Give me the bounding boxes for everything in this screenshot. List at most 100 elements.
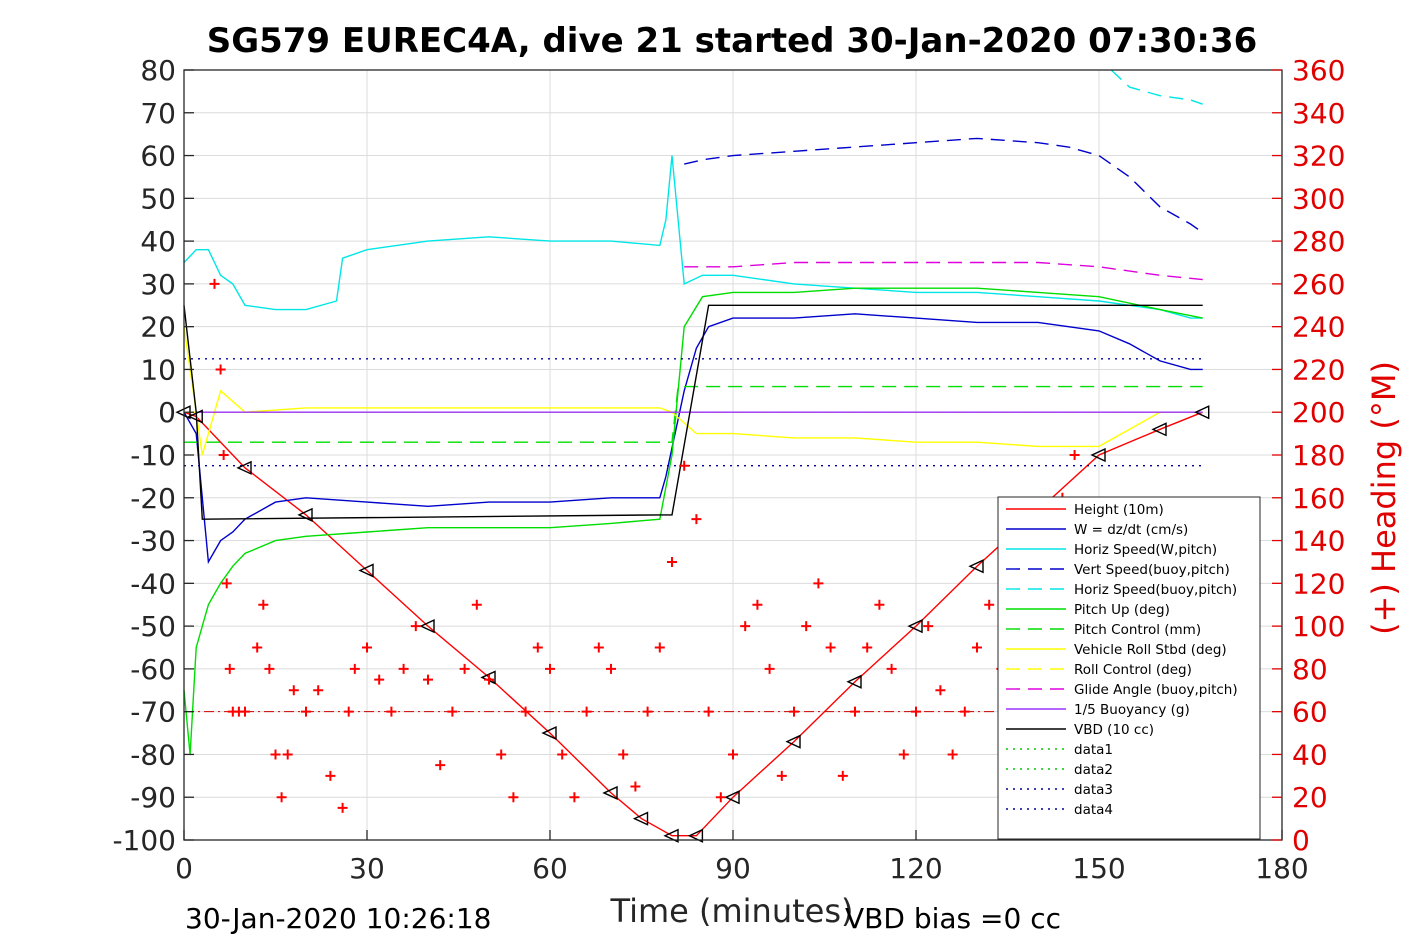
heading-point: [569, 792, 580, 803]
y-tick-label: 40: [140, 225, 176, 258]
x-tick-label: 180: [1255, 852, 1308, 885]
legend-entry: data2: [1074, 762, 1113, 778]
right-tick-label: 340: [1292, 97, 1345, 130]
legend-entry: Horiz Speed(W,pitch): [1074, 542, 1217, 558]
legend-entry: W = dz/dt (cm/s): [1074, 522, 1188, 538]
heading-point: [752, 599, 763, 610]
heading-point: [459, 663, 470, 674]
heading-point: [435, 760, 446, 771]
heading-point: [343, 706, 354, 717]
heading-point: [911, 706, 921, 717]
legend-entry: VBD (10 cc): [1074, 722, 1154, 738]
footer-vbd-bias: VBD bias =0 cc: [845, 902, 1061, 935]
right-tick-label: 20: [1292, 781, 1328, 814]
heading-point: [398, 663, 409, 674]
x-tick-label: 30: [349, 852, 385, 885]
series-line-5: [183, 287, 1203, 755]
depth-marker: [663, 828, 679, 843]
y-tick-label: 60: [140, 140, 176, 173]
heading-point: [362, 642, 372, 653]
heading-point: [813, 578, 824, 589]
heading-point: [642, 706, 653, 717]
depth-marker: [541, 725, 557, 741]
heading-point: [301, 706, 311, 717]
y-tick-label: -30: [130, 525, 176, 558]
right-tick-label: 220: [1292, 353, 1345, 386]
legend-entry: data3: [1074, 782, 1113, 798]
heading-point: [288, 685, 299, 696]
y-tick-label: 70: [140, 97, 176, 130]
y-tick-label: 30: [140, 268, 176, 301]
heading-point: [679, 460, 690, 471]
y-tick-label: 20: [140, 311, 176, 344]
depth-marker: [297, 507, 313, 522]
heading-point: [825, 642, 836, 653]
heading-point: [703, 706, 714, 717]
legend-box: [997, 496, 1261, 840]
heading-point: [240, 706, 250, 717]
right-tick-label: 240: [1292, 311, 1345, 344]
heading-point: [221, 578, 232, 589]
series-line-4: [1110, 69, 1203, 105]
heading-point: [374, 674, 385, 685]
right-tick-label: 320: [1292, 140, 1345, 173]
heading-point: [789, 706, 799, 717]
series-line-7: [183, 326, 1203, 456]
depth-marker: [1151, 422, 1167, 437]
heading-point: [972, 642, 982, 653]
right-tick-label: 360: [1292, 54, 1345, 87]
right-tick-label: 140: [1292, 525, 1345, 558]
heading-point: [349, 663, 360, 674]
legend-entry: Vert Speed(buoy,pitch): [1074, 562, 1230, 578]
legend-entry: data4: [1074, 802, 1113, 818]
heading-point: [654, 642, 665, 653]
depth-marker: [846, 674, 862, 689]
series-line-6: [184, 385, 1203, 443]
legend-entry: Vehicle Roll Stbd (deg): [1074, 642, 1227, 658]
y-tick-label: -20: [130, 482, 176, 515]
heading-point: [801, 621, 812, 632]
heading-point: [715, 792, 726, 803]
right-tick-label: 200: [1292, 396, 1345, 429]
heading-point: [545, 663, 555, 674]
depth-marker: [724, 790, 740, 805]
heading-point: [776, 770, 787, 781]
depth-marker: [1194, 405, 1210, 420]
right-tick-label: 280: [1292, 225, 1345, 258]
heading-point: [984, 599, 995, 610]
heading-point: [209, 278, 220, 289]
series-line-1: [183, 313, 1203, 565]
heading-point: [935, 685, 946, 696]
depth-marker: [785, 734, 801, 749]
heading-point: [886, 663, 897, 674]
heading-point: [520, 706, 531, 717]
y-tick-label: -90: [130, 781, 176, 814]
depth-marker: [968, 559, 984, 574]
y-tick-label: -50: [130, 610, 176, 643]
heading-point: [593, 642, 604, 653]
heading-point: [496, 749, 507, 760]
depth-marker: [687, 828, 704, 843]
heading-point: [532, 642, 543, 653]
series-line-2: [183, 155, 1203, 319]
chart-title: SG579 EUREC4A, dive 21 started 30-Jan-20…: [207, 21, 1258, 61]
x-tick-label: 0: [175, 852, 193, 885]
y-tick-label: -100: [112, 824, 176, 857]
heading-point: [471, 599, 482, 610]
y-tick-label: 0: [158, 396, 176, 429]
heading-point: [252, 642, 263, 653]
heading-point: [947, 749, 958, 760]
right-tick-label: 60: [1292, 696, 1328, 729]
heading-point: [581, 706, 592, 717]
series-line-11: [183, 304, 1203, 520]
x-tick-label: 90: [715, 852, 751, 885]
heading-point: [410, 621, 421, 632]
depth-marker: [358, 563, 374, 578]
heading-point: [282, 749, 293, 760]
heading-point: [764, 663, 775, 674]
heading-point: [337, 802, 348, 813]
heading-point: [386, 706, 397, 717]
right-tick-label: 40: [1292, 738, 1328, 771]
right-tick-label: 160: [1292, 482, 1345, 515]
